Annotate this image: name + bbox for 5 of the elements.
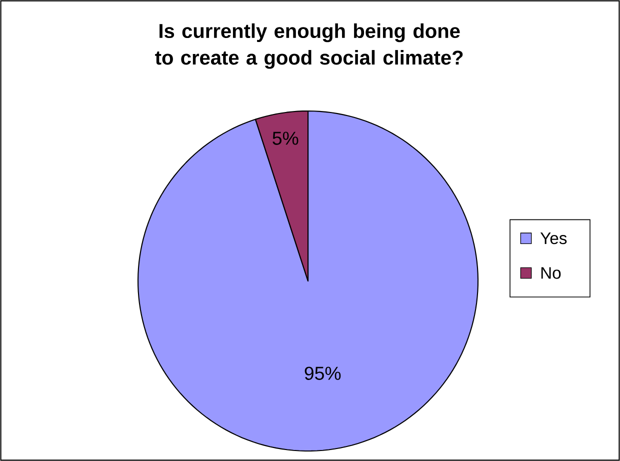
legend-label: Yes bbox=[540, 232, 567, 244]
data-label: 95% bbox=[304, 366, 341, 380]
chart-title: Is currently enough being done to create a good social climate? bbox=[155, 23, 463, 69]
data-label: 5% bbox=[272, 132, 298, 145]
legend-label: No bbox=[541, 267, 561, 279]
